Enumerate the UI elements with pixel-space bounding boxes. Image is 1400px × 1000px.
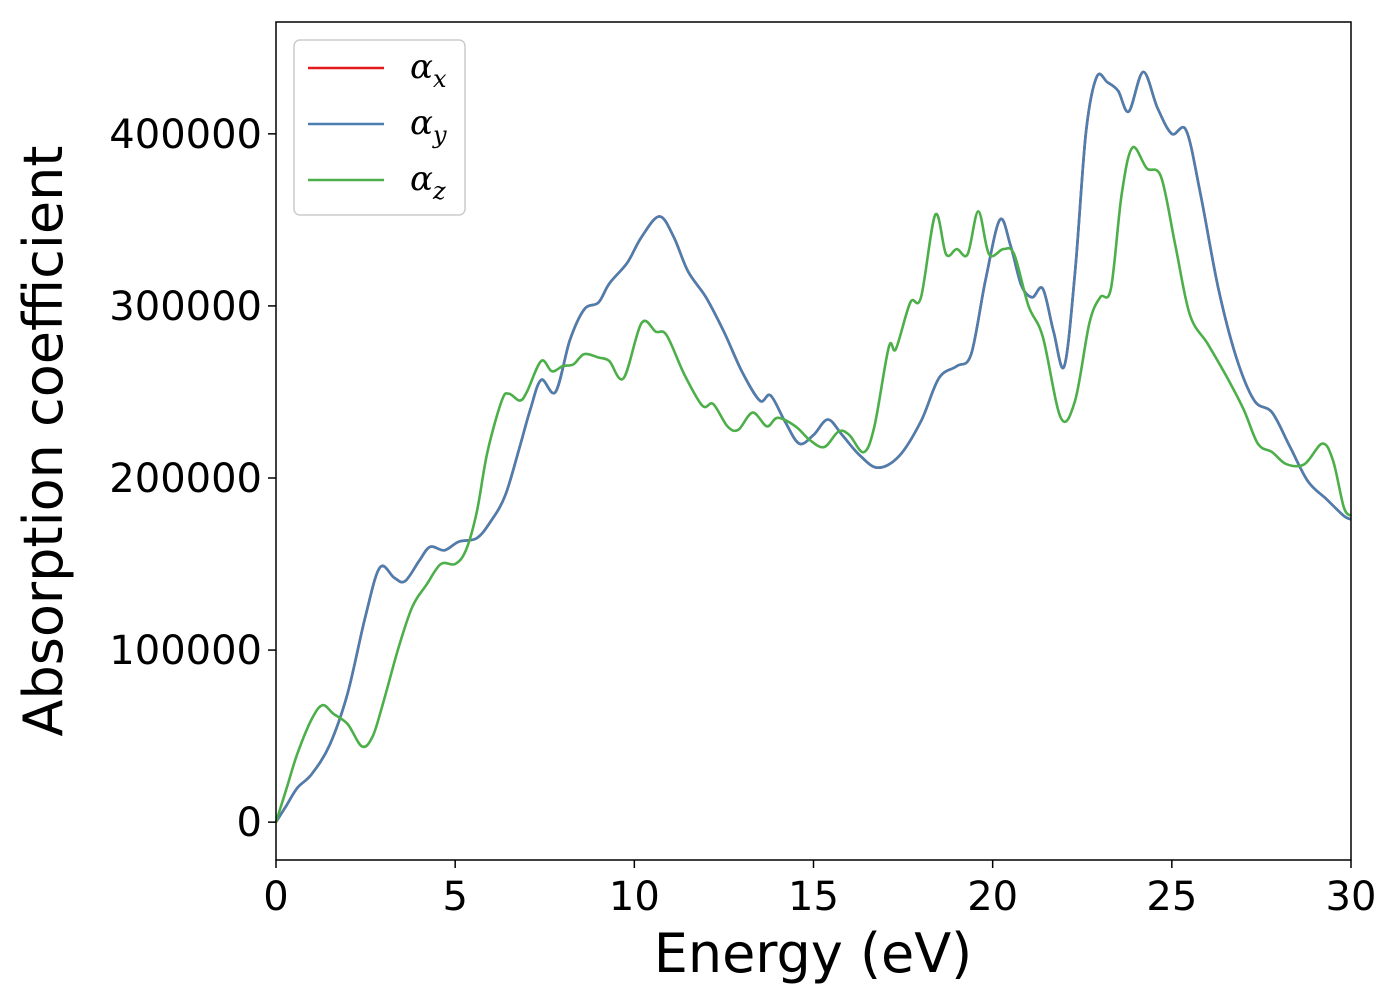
legend-box [293, 39, 466, 216]
y-tick-label: 0 [237, 800, 262, 846]
series-layer [274, 70, 1353, 823]
y-tick-label: 300000 [109, 284, 262, 330]
y-tick-label: 400000 [109, 112, 262, 158]
x-tick-label: 15 [788, 874, 839, 920]
x-tick-label: 10 [609, 874, 660, 920]
x-tick-label: 20 [967, 874, 1018, 920]
x-tick-label: 25 [1146, 874, 1197, 920]
ticks-layer: 0 5 10 15 20 25 30 0 100000 200000 300000 400000 [109, 112, 1376, 920]
legend-label-z: αz [410, 159, 446, 205]
x-tick-label: 30 [1326, 874, 1377, 920]
series-line-y [274, 70, 1352, 823]
x-tick-label: 0 [263, 874, 288, 920]
series-line-z [274, 145, 1353, 823]
y-tick-label: 100000 [109, 628, 262, 674]
x-tick-label: 5 [442, 874, 467, 920]
y-tick-label: 200000 [109, 456, 262, 502]
legend-label-y: αy [410, 103, 447, 149]
y-axis-label: Absorption coefficient [12, 146, 75, 737]
x-axis-label: Energy (eV) [654, 922, 973, 985]
legend-label-x: αx [410, 47, 447, 93]
legend: αx αy αz [293, 39, 466, 216]
